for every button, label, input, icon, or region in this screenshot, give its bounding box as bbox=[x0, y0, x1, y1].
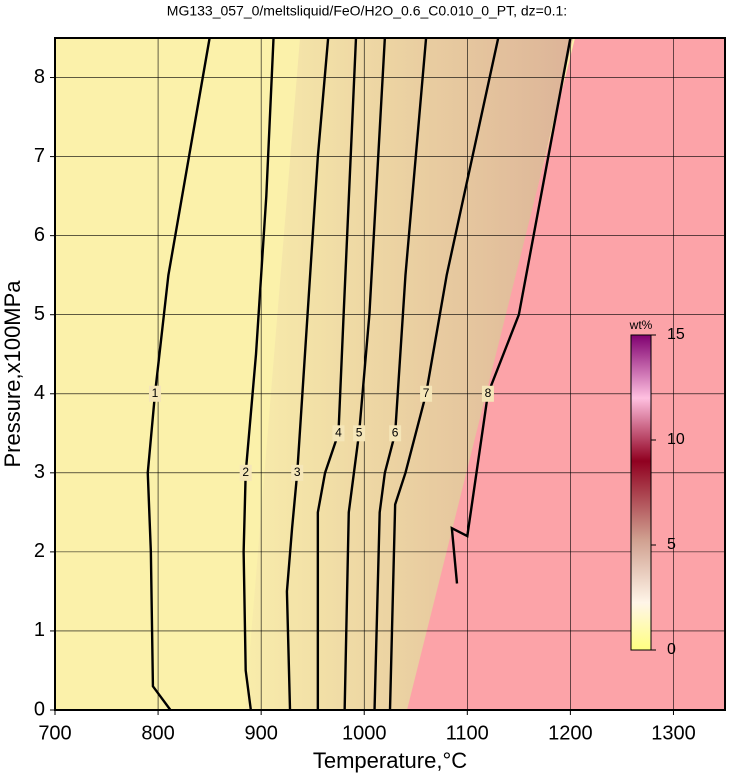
contour-line bbox=[343, 37, 387, 711]
contour-line bbox=[146, 37, 211, 711]
contour-label: 6 bbox=[392, 425, 399, 439]
contour-label-bg bbox=[291, 464, 304, 481]
colorbar-tick-label: 5 bbox=[667, 536, 676, 553]
y-tick-label: 8 bbox=[34, 66, 45, 88]
colorbar bbox=[630, 334, 652, 651]
y-tick-label: 2 bbox=[34, 540, 45, 562]
x-axis-label: Temperature,°C bbox=[313, 748, 467, 773]
colorbar-tick-label: 0 bbox=[667, 641, 676, 658]
x-tick-label: 1100 bbox=[446, 722, 489, 744]
contour-label-bg bbox=[420, 385, 433, 402]
x-tick-label: 1300 bbox=[651, 722, 696, 744]
contour-label: 4 bbox=[335, 425, 342, 439]
x-tick-label: 800 bbox=[141, 722, 174, 744]
contour-label: 3 bbox=[294, 465, 301, 479]
x-tick-label: 900 bbox=[244, 722, 277, 744]
contour-line bbox=[450, 37, 572, 584]
y-tick-label: 6 bbox=[34, 224, 45, 246]
transition-shading bbox=[245, 38, 573, 710]
contour-label-bg bbox=[389, 425, 402, 442]
colorbar-tick-label: 15 bbox=[667, 326, 685, 343]
contour-line bbox=[373, 37, 428, 711]
contour-label-bg bbox=[481, 385, 494, 402]
y-tick-label: 4 bbox=[34, 382, 45, 404]
contour-line bbox=[388, 37, 500, 711]
y-tick-label: 0 bbox=[34, 698, 45, 720]
y-tick-label: 3 bbox=[34, 461, 45, 483]
x-tick-label: 1000 bbox=[342, 722, 387, 744]
contour-label-bg bbox=[353, 425, 366, 442]
contour-line bbox=[316, 37, 358, 710]
y-tick-label: 1 bbox=[34, 619, 45, 641]
x-tick-label: 1200 bbox=[548, 722, 593, 744]
chart-title: MG133_057_0/meltsliquid/FeO/H2O_0.6_C0.0… bbox=[167, 3, 567, 19]
contour-label-bg bbox=[239, 464, 252, 481]
colorbar-label: wt% bbox=[629, 318, 653, 332]
y-tick-label: 7 bbox=[34, 145, 45, 167]
x-tick-label: 700 bbox=[38, 722, 71, 744]
contour-label: 2 bbox=[242, 465, 249, 479]
contour-label-bg bbox=[148, 385, 161, 402]
contour-label: 8 bbox=[485, 386, 492, 400]
colorbar-tick-label: 10 bbox=[667, 431, 685, 448]
contour-label: 7 bbox=[423, 386, 430, 400]
plot-frame bbox=[54, 37, 726, 711]
contour-label-bg bbox=[332, 425, 345, 442]
contour-label: 5 bbox=[356, 425, 363, 439]
y-axis-label: Pressure,x100MPa bbox=[0, 280, 25, 468]
y-tick-label: 5 bbox=[34, 303, 45, 325]
contour-label: 1 bbox=[152, 386, 159, 400]
